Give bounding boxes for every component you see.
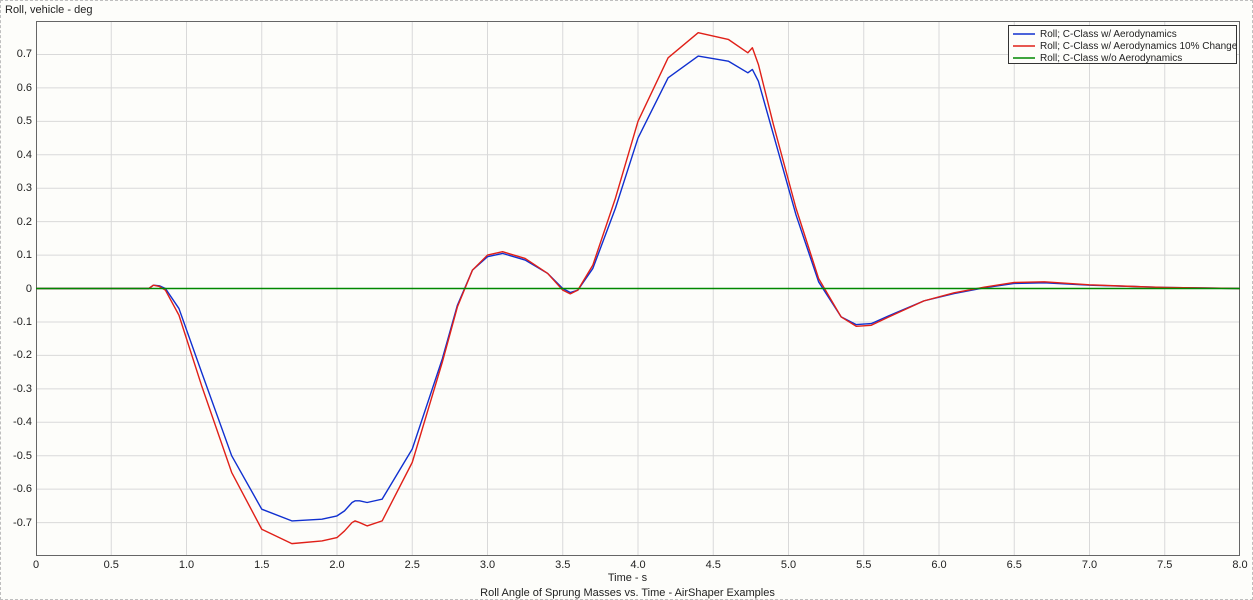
plot-area: Roll; C-Class w/ AerodynamicsRoll; C-Cla…	[36, 21, 1240, 556]
legend-label: Roll; C-Class w/ Aerodynamics	[1040, 29, 1177, 40]
legend-label: Roll; C-Class w/o Aerodynamics	[1040, 53, 1182, 64]
tick-label: 4.5	[698, 559, 728, 571]
tick-label: -0.6	[4, 483, 32, 495]
tick-label: 7.5	[1150, 559, 1180, 571]
tick-label: 2.0	[322, 559, 352, 571]
tick-label: 3.0	[473, 559, 503, 571]
tick-label: -0.7	[4, 517, 32, 529]
tick-label: 4.0	[623, 559, 653, 571]
tick-label: 0.4	[4, 149, 32, 161]
tick-label: 2.5	[397, 559, 427, 571]
tick-label: 0.6	[4, 82, 32, 94]
tick-label: 1.5	[247, 559, 277, 571]
tick-label: -0.3	[4, 383, 32, 395]
tick-label: -0.5	[4, 450, 32, 462]
tick-label: 0.7	[4, 48, 32, 60]
tick-label: 0.2	[4, 216, 32, 228]
tick-label: 1.0	[172, 559, 202, 571]
tick-label: 0.3	[4, 182, 32, 194]
tick-label: -0.2	[4, 349, 32, 361]
tick-label: 6.0	[924, 559, 954, 571]
tick-label: 6.5	[999, 559, 1029, 571]
tick-label: 0	[4, 283, 32, 295]
tick-label: 7.0	[1075, 559, 1105, 571]
tick-label: 5.5	[849, 559, 879, 571]
tick-label: -0.1	[4, 316, 32, 328]
tick-label: -0.4	[4, 416, 32, 428]
chart-frame: Roll, vehicle - deg Roll; C-Class w/ Aer…	[0, 0, 1253, 600]
tick-label: 0.5	[96, 559, 126, 571]
tick-label: 8.0	[1225, 559, 1253, 571]
tick-label: 0.5	[4, 115, 32, 127]
y-axis-title: Roll, vehicle - deg	[5, 4, 92, 16]
tick-label: 0	[21, 559, 51, 571]
x-axis-title: Time - s	[1, 572, 1253, 584]
tick-label: 3.5	[548, 559, 578, 571]
legend-label: Roll; C-Class w/ Aerodynamics 10% Change	[1040, 41, 1238, 52]
tick-label: 5.0	[774, 559, 804, 571]
chart-caption: Roll Angle of Sprung Masses vs. Time - A…	[1, 587, 1253, 599]
tick-label: 0.1	[4, 249, 32, 261]
